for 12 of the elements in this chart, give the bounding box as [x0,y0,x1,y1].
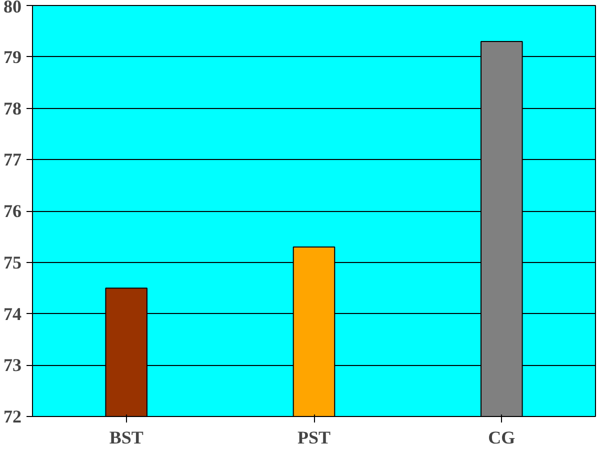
y-tick-label: 74 [4,304,22,324]
x-tick-label: BST [109,428,144,448]
y-tick-label: 80 [4,0,22,16]
y-tick-label: 75 [4,252,22,272]
y-tick-label: 73 [4,355,22,376]
x-tick-label: CG [488,428,516,448]
y-tick-label: 79 [4,46,22,67]
x-tick-label: PST [297,428,331,448]
y-tick-label: 76 [4,201,22,221]
y-tick-label: 78 [4,98,22,118]
y-tick-label: 72 [4,406,22,426]
y-tick-label: 77 [4,150,22,170]
